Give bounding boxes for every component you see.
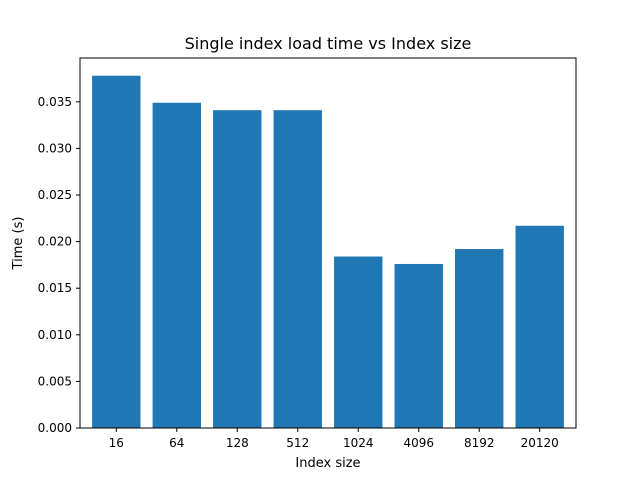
- y-tick-label-0.025: 0.025: [38, 188, 72, 202]
- x-tick-label-4096: 4096: [403, 436, 434, 450]
- plot-frame: [79, 57, 577, 429]
- chart-title: Single index load time vs Index size: [185, 34, 472, 53]
- x-tick-label-20120: 20120: [521, 436, 559, 450]
- x-tick-label-64: 64: [169, 436, 184, 450]
- x-tick-label-128: 128: [226, 436, 249, 450]
- y-tick-label-0.005: 0.005: [38, 374, 72, 388]
- y-tick-label-0.020: 0.020: [38, 235, 72, 249]
- x-tick-label-1024: 1024: [343, 436, 374, 450]
- bars-group: [92, 75, 564, 428]
- bar-128: [213, 110, 262, 428]
- bar-512: [273, 110, 322, 428]
- x-tick-label-8192: 8192: [464, 436, 495, 450]
- x-tick-label-512: 512: [286, 436, 309, 450]
- y-tick-label-0.030: 0.030: [38, 141, 72, 155]
- y-tick-label-0.000: 0.000: [38, 421, 72, 435]
- y-tick-label-0.035: 0.035: [38, 95, 72, 109]
- x-ticks-group: 16 64 128 512 1024 4096 8192 20120: [109, 428, 559, 450]
- y-tick-label-0.015: 0.015: [38, 281, 72, 295]
- bar-16: [92, 75, 141, 428]
- bar-1024: [334, 256, 383, 428]
- bar-4096: [394, 263, 443, 428]
- bar-64: [152, 102, 201, 428]
- bar-8192: [455, 249, 504, 428]
- bar-20120: [515, 225, 564, 428]
- x-axis-label: Index size: [295, 456, 360, 471]
- y-ticks-group: 0.000 0.005 0.010 0.015 0.020 0.025 0.030 0.035: [38, 95, 80, 435]
- y-tick-label-0.010: 0.010: [38, 328, 72, 342]
- x-tick-label-16: 16: [109, 436, 124, 450]
- y-axis-label: Time (s): [11, 217, 26, 271]
